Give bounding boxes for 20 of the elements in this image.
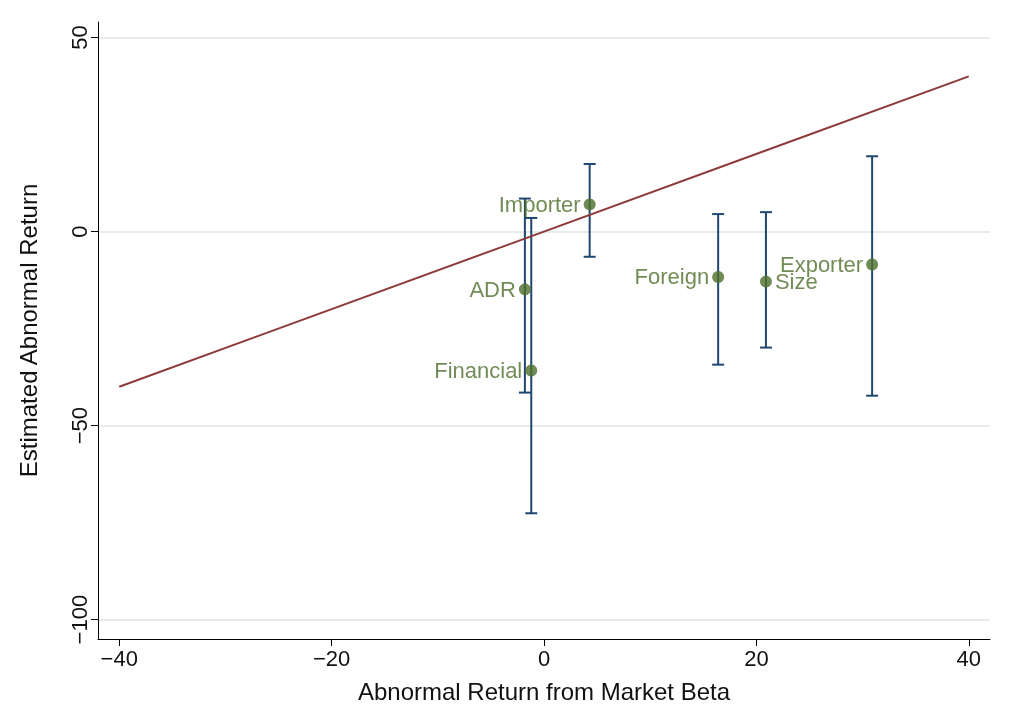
point bbox=[525, 364, 538, 377]
annotation: Financial bbox=[434, 357, 523, 383]
x-tick-label: −40 bbox=[100, 645, 138, 671]
y-axis-title: Estimated Abnormal Return bbox=[14, 183, 42, 478]
x-tick-label: 40 bbox=[956, 645, 981, 671]
x-axis-title: Abnormal Return from Market Beta bbox=[357, 677, 731, 705]
x-tick-label: 0 bbox=[537, 645, 551, 671]
x-tick-label: 20 bbox=[744, 645, 769, 671]
point bbox=[518, 283, 531, 296]
point bbox=[866, 258, 879, 271]
y-tick-label: −50 bbox=[66, 406, 92, 445]
annotation: Foreign bbox=[634, 264, 710, 290]
y-tick-label: 50 bbox=[66, 25, 92, 50]
x-tick-label: −20 bbox=[312, 645, 351, 671]
point bbox=[759, 275, 772, 288]
y-tick-label: 0 bbox=[66, 225, 92, 238]
point bbox=[712, 270, 725, 283]
y-tick-label: −100 bbox=[66, 594, 92, 645]
annotation: ADR bbox=[469, 276, 516, 302]
point bbox=[583, 198, 596, 211]
